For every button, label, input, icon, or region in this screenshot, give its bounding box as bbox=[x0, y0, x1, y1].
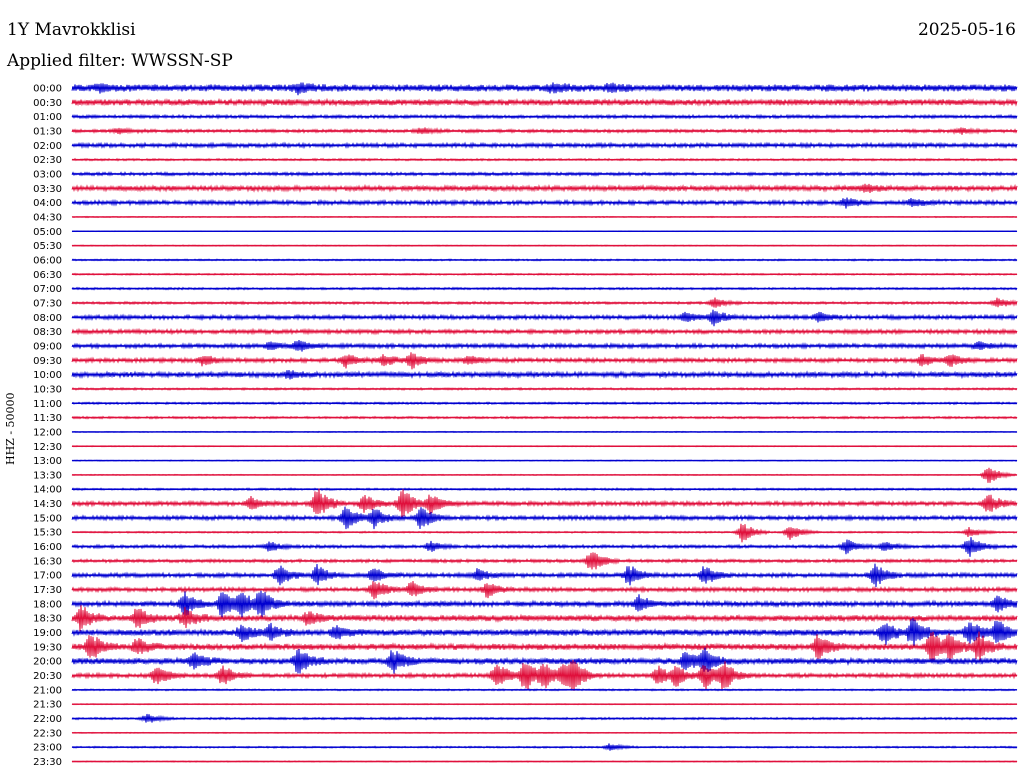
tick-label-22:00: 22:00 bbox=[33, 714, 62, 725]
tick-label-04:00: 04:00 bbox=[33, 198, 62, 209]
tick-label-11:30: 11:30 bbox=[33, 413, 62, 424]
tick-label-17:00: 17:00 bbox=[33, 571, 62, 582]
tick-label-06:30: 06:30 bbox=[33, 270, 62, 281]
tick-label-07:00: 07:00 bbox=[33, 284, 62, 295]
tick-label-10:00: 10:00 bbox=[33, 370, 62, 381]
tick-label-23:00: 23:00 bbox=[33, 743, 62, 754]
tick-label-21:30: 21:30 bbox=[33, 700, 62, 711]
tick-label-05:30: 05:30 bbox=[33, 241, 62, 252]
tick-label-10:30: 10:30 bbox=[33, 384, 62, 395]
tick-label-12:00: 12:00 bbox=[33, 427, 62, 438]
tick-label-14:30: 14:30 bbox=[33, 499, 62, 510]
tick-label-11:00: 11:00 bbox=[33, 399, 62, 410]
tick-label-02:30: 02:30 bbox=[33, 155, 62, 166]
tick-label-12:30: 12:30 bbox=[33, 442, 62, 453]
tick-label-02:00: 02:00 bbox=[33, 141, 62, 152]
tick-label-16:00: 16:00 bbox=[33, 542, 62, 553]
station-title: 1Y Mavrokklisi bbox=[7, 20, 136, 40]
trace-00:00 bbox=[71, 82, 1018, 96]
trace-18:00 bbox=[71, 590, 1018, 619]
tick-label-14:00: 14:00 bbox=[33, 485, 62, 496]
tick-label-15:00: 15:00 bbox=[33, 513, 62, 524]
tick-label-08:00: 08:00 bbox=[33, 313, 62, 324]
tick-label-17:30: 17:30 bbox=[33, 585, 62, 596]
tick-label-22:30: 22:30 bbox=[33, 728, 62, 739]
tick-label-20:30: 20:30 bbox=[33, 671, 62, 682]
trace-group bbox=[71, 82, 1018, 763]
tick-label-18:30: 18:30 bbox=[33, 614, 62, 625]
trace-15:30 bbox=[71, 523, 1018, 543]
tick-label-09:00: 09:00 bbox=[33, 341, 62, 352]
tick-label-15:30: 15:30 bbox=[33, 528, 62, 539]
tick-label-04:30: 04:30 bbox=[33, 212, 62, 223]
tick-label-01:00: 01:00 bbox=[33, 112, 62, 123]
tick-label-07:30: 07:30 bbox=[33, 298, 62, 309]
tick-label-13:30: 13:30 bbox=[33, 470, 62, 481]
tick-label-16:30: 16:30 bbox=[33, 556, 62, 567]
tick-label-09:30: 09:30 bbox=[33, 356, 62, 367]
tick-label-19:30: 19:30 bbox=[33, 642, 62, 653]
date-label: 2025-05-16 bbox=[917, 20, 1016, 40]
tick-label-00:30: 00:30 bbox=[33, 98, 62, 109]
tick-label-20:00: 20:00 bbox=[33, 657, 62, 668]
tick-label-13:00: 13:00 bbox=[33, 456, 62, 467]
tick-label-01:30: 01:30 bbox=[33, 126, 62, 137]
tick-label-19:00: 19:00 bbox=[33, 628, 62, 639]
filter-label: Applied filter: WWSSN-SP bbox=[7, 51, 233, 71]
tick-label-08:30: 08:30 bbox=[33, 327, 62, 338]
tick-label-05:00: 05:00 bbox=[33, 227, 62, 238]
tick-label-03:30: 03:30 bbox=[33, 184, 62, 195]
tick-label-group: 00:00 00:30 01:00 01:30 02:00 02:30 03:00 03:30… bbox=[33, 84, 62, 769]
tick-label-23:30: 23:30 bbox=[33, 757, 62, 768]
tick-label-00:00: 00:00 bbox=[33, 84, 62, 95]
tick-label-18:00: 18:00 bbox=[33, 599, 62, 610]
tick-label-21:00: 21:00 bbox=[33, 685, 62, 696]
tick-label-06:00: 06:00 bbox=[33, 255, 62, 266]
tick-label-03:00: 03:00 bbox=[33, 169, 62, 180]
